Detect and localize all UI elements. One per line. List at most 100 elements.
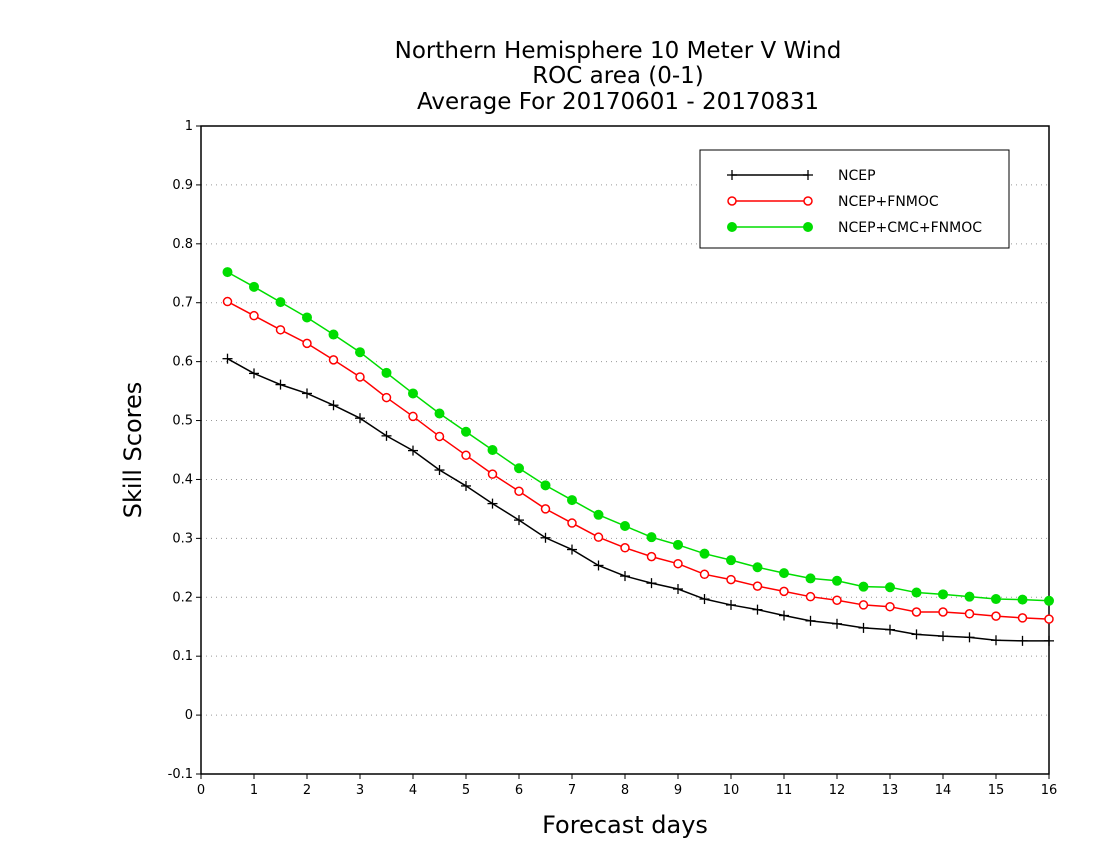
open-circle-marker bbox=[302, 338, 312, 349]
filled-circle-marker bbox=[991, 594, 1001, 605]
title-line-3: Average For 20170601 - 20170831 bbox=[417, 89, 819, 115]
x-tick-label: 3 bbox=[356, 783, 364, 798]
open-circle-marker bbox=[1017, 613, 1028, 623]
open-circle-marker bbox=[885, 601, 895, 612]
y-tick-label: 0.7 bbox=[172, 296, 193, 311]
x-axis-ticks: 0 1 2 3 4 5 6 7 8 9 10 11 12 13 14 15 16 bbox=[197, 774, 1057, 798]
y-tick-label: 0.9 bbox=[172, 178, 193, 193]
y-tick-label: 0.6 bbox=[172, 355, 193, 370]
chart-title: Northern Hemisphere 10 Meter V Wind ROC … bbox=[395, 38, 842, 115]
filled-circle-marker bbox=[567, 495, 577, 506]
plus-marker bbox=[646, 578, 657, 589]
open-circle-marker bbox=[222, 296, 233, 307]
x-tick-label: 10 bbox=[723, 783, 740, 798]
plus-marker bbox=[461, 480, 471, 491]
y-tick-label: 0.5 bbox=[172, 414, 193, 429]
plus-marker bbox=[1017, 635, 1028, 646]
open-circle-marker bbox=[673, 558, 683, 569]
filled-circle-marker bbox=[832, 575, 842, 586]
filled-circle-marker bbox=[328, 329, 339, 340]
legend-entry: NCEP+CMC+FNMOC bbox=[727, 220, 982, 236]
open-circle-marker bbox=[249, 310, 259, 321]
y-tick-label: 0.3 bbox=[172, 531, 193, 546]
filled-circle-marker bbox=[673, 539, 683, 550]
open-circle-marker bbox=[726, 574, 736, 585]
plus-marker bbox=[779, 610, 789, 621]
open-circle-marker bbox=[461, 450, 471, 461]
plus-marker bbox=[540, 532, 551, 543]
filled-circle-marker bbox=[275, 297, 286, 308]
open-circle-marker bbox=[567, 518, 577, 528]
open-circle-marker bbox=[355, 372, 365, 382]
plus-marker bbox=[222, 353, 233, 364]
filled-circle-marker bbox=[302, 312, 312, 323]
filled-circle-marker bbox=[727, 222, 737, 232]
x-tick-label: 7 bbox=[568, 783, 576, 798]
filled-circle-marker bbox=[434, 408, 445, 419]
plus-marker bbox=[911, 629, 922, 640]
filled-circle-marker bbox=[803, 222, 813, 232]
legend-label: NCEP+FNMOC bbox=[838, 194, 939, 210]
open-circle-marker bbox=[727, 196, 737, 206]
series-line bbox=[227, 300, 1050, 620]
x-tick-label: 13 bbox=[882, 783, 899, 798]
open-circle-marker bbox=[779, 586, 789, 597]
y-tick-label: 0.1 bbox=[172, 649, 193, 664]
filled-circle-marker bbox=[461, 426, 471, 437]
open-circle-marker bbox=[991, 611, 1001, 621]
series-lines bbox=[222, 267, 1054, 646]
filled-circle-marker bbox=[249, 281, 259, 292]
plus-marker bbox=[991, 635, 1001, 646]
series-line bbox=[227, 358, 1049, 642]
series-ncep-cmc-fnmoc bbox=[222, 267, 1054, 606]
open-circle-marker bbox=[540, 504, 551, 514]
plus-marker bbox=[514, 515, 524, 526]
y-tick-label: 0.4 bbox=[172, 472, 193, 487]
filled-circle-marker bbox=[858, 581, 869, 592]
x-tick-label: 12 bbox=[829, 783, 846, 798]
plus-marker bbox=[964, 632, 975, 643]
filled-circle-marker bbox=[938, 589, 948, 600]
y-axis-label: Skill Scores bbox=[119, 382, 147, 519]
open-circle-marker bbox=[752, 581, 763, 591]
plus-marker bbox=[593, 560, 604, 571]
plus-marker bbox=[752, 604, 763, 615]
open-circle-marker bbox=[593, 532, 604, 542]
y-tick-label: 1 bbox=[185, 119, 193, 134]
plus-marker bbox=[620, 571, 630, 582]
x-tick-label: 0 bbox=[197, 783, 205, 798]
x-tick-label: 1 bbox=[250, 783, 258, 798]
filled-circle-marker bbox=[1017, 594, 1028, 605]
open-circle-marker bbox=[646, 551, 657, 562]
gridlines bbox=[201, 184, 1049, 716]
plus-marker bbox=[408, 445, 418, 456]
plus-marker bbox=[381, 430, 392, 441]
filled-circle-marker bbox=[805, 573, 816, 584]
legend-entry: NCEP bbox=[727, 168, 876, 184]
open-circle-marker bbox=[832, 595, 842, 605]
open-circle-marker bbox=[699, 569, 710, 580]
open-circle-marker bbox=[434, 431, 445, 442]
plot-frame bbox=[200, 125, 1050, 775]
open-circle-marker bbox=[803, 196, 813, 206]
open-circle-marker bbox=[487, 469, 498, 479]
x-tick-label: 5 bbox=[462, 783, 470, 798]
plus-marker bbox=[726, 599, 736, 610]
plus-marker bbox=[832, 618, 842, 629]
filled-circle-marker bbox=[487, 445, 498, 455]
filled-circle-marker bbox=[381, 367, 392, 378]
plus-marker bbox=[355, 413, 365, 424]
open-circle-marker bbox=[514, 486, 524, 496]
open-circle-marker bbox=[275, 325, 286, 335]
filled-circle-marker bbox=[911, 587, 922, 598]
filled-circle-marker bbox=[752, 562, 763, 573]
filled-circle-marker bbox=[540, 480, 551, 491]
plus-marker bbox=[803, 170, 813, 180]
x-tick-label: 15 bbox=[988, 783, 1005, 798]
title-line-2: ROC area (0-1) bbox=[532, 63, 704, 89]
plus-marker bbox=[699, 594, 710, 605]
open-circle-marker bbox=[328, 355, 339, 365]
plus-marker bbox=[567, 544, 577, 555]
open-circle-marker bbox=[805, 591, 816, 602]
